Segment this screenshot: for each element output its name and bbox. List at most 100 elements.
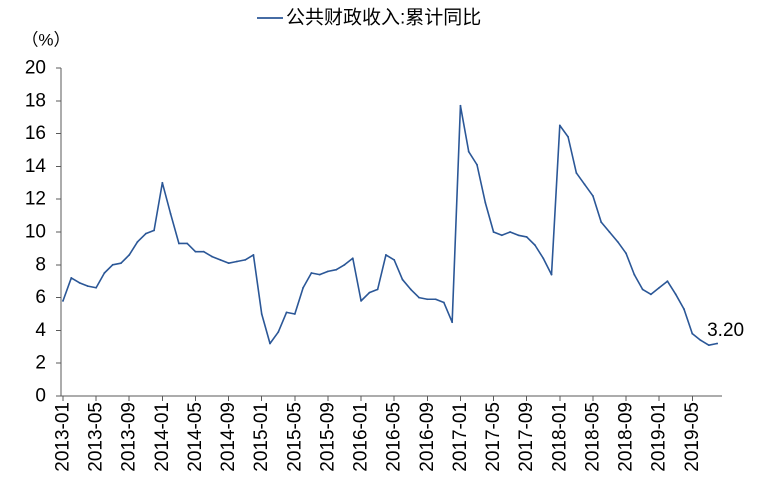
x-tick-label: 2013-01 <box>53 402 74 472</box>
x-tick-label: 2013-09 <box>119 402 140 472</box>
data-point <box>136 240 139 243</box>
data-point <box>211 255 213 258</box>
data-point <box>567 135 569 138</box>
data-point <box>269 342 271 345</box>
data-point <box>86 285 89 288</box>
data-point <box>616 240 619 243</box>
data-point <box>674 293 677 296</box>
data-point <box>393 258 396 261</box>
data-point <box>385 254 387 256</box>
x-tick-label: 2018-09 <box>616 402 637 472</box>
x-tick-label: 2019-01 <box>649 402 670 472</box>
data-point <box>418 296 420 299</box>
data-point <box>476 163 478 166</box>
data-point <box>335 268 338 271</box>
data-point <box>103 272 106 274</box>
data-label: 3.20 <box>707 320 744 341</box>
data-point <box>219 258 222 261</box>
data-point <box>509 231 512 233</box>
data-point <box>202 250 205 253</box>
data-point <box>442 301 445 304</box>
data-point <box>95 286 98 289</box>
y-axis: 0 2 4 6 8 10 12 14 16 18 20 <box>25 58 62 407</box>
series-0 <box>62 104 719 347</box>
data-point <box>78 281 81 284</box>
data-point <box>492 231 495 233</box>
y-tick-label: 16 <box>25 123 46 144</box>
data-point <box>178 242 180 245</box>
data-point <box>451 321 454 324</box>
y-tick-label: 14 <box>25 156 47 177</box>
y-tick-label: 0 <box>35 386 46 407</box>
x-tick-label: 2015-09 <box>317 402 338 472</box>
x-tick-label: 2016-09 <box>417 402 438 472</box>
data-point <box>70 277 73 279</box>
data-point <box>327 270 329 273</box>
data-point <box>227 262 230 265</box>
data-point <box>409 288 412 291</box>
data-point <box>625 252 627 255</box>
data-point <box>169 213 172 215</box>
data-point <box>343 263 346 266</box>
data-point <box>318 273 321 276</box>
y-tick-label: 18 <box>25 90 46 111</box>
legend: 公共财政收入:累计同比 <box>257 7 481 29</box>
data-point <box>376 288 379 291</box>
x-tick-label: 2016-05 <box>384 402 405 472</box>
x-tick-label: 2013-05 <box>86 402 107 472</box>
data-point <box>649 293 652 296</box>
data-point <box>401 278 404 281</box>
data-point <box>534 244 536 247</box>
x-tick-label: 2014-01 <box>152 402 173 472</box>
x-tick-label: 2018-01 <box>549 402 570 472</box>
data-point <box>120 262 122 265</box>
data-point <box>550 273 553 276</box>
x-tick-label: 2015-01 <box>251 402 272 472</box>
data-point <box>633 273 636 276</box>
data-point <box>111 263 114 266</box>
data-point <box>500 234 503 237</box>
data-point <box>302 286 305 289</box>
y-tick-label: 20 <box>25 58 46 79</box>
plot-area: 3.20 <box>62 104 744 347</box>
data-point <box>434 298 437 301</box>
y-tick-label: 2 <box>35 353 46 374</box>
data-point <box>716 342 719 345</box>
data-point <box>426 298 429 301</box>
data-point <box>592 195 594 197</box>
data-point <box>467 150 470 153</box>
data-point <box>310 272 313 274</box>
data-point <box>235 260 238 263</box>
data-point <box>666 280 669 283</box>
x-tick-label: 2016-01 <box>351 402 372 472</box>
data-point <box>360 299 362 302</box>
x-tick-label: 2017-05 <box>483 402 504 472</box>
data-point <box>517 234 520 237</box>
data-point <box>641 288 644 291</box>
data-point <box>128 254 131 256</box>
data-point <box>161 181 164 184</box>
x-tick-label: 2015-05 <box>284 402 305 472</box>
data-point <box>277 331 280 333</box>
data-point <box>186 242 189 245</box>
data-point <box>459 104 462 107</box>
y-tick-label: 4 <box>35 320 46 341</box>
y-tick-label: 6 <box>35 287 46 308</box>
x-tick-label: 2017-09 <box>516 402 537 472</box>
data-point <box>484 201 487 204</box>
data-point <box>293 313 296 315</box>
data-point <box>244 258 247 261</box>
legend-label: 公共财政收入:累计同比 <box>286 7 481 29</box>
data-point <box>658 286 661 289</box>
data-point <box>153 229 155 232</box>
data-point <box>525 236 528 238</box>
data-point <box>194 250 197 253</box>
data-point <box>62 299 64 302</box>
series-line <box>62 104 718 346</box>
data-point <box>707 344 710 347</box>
data-point <box>144 232 147 235</box>
data-point <box>542 257 545 260</box>
data-point <box>351 257 354 260</box>
data-point <box>583 183 586 186</box>
